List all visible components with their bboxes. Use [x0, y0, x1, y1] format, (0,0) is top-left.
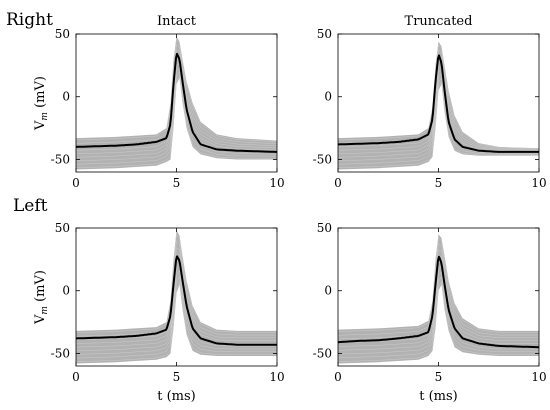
panel-4-xlabel: t (ms) — [419, 389, 458, 404]
panel-1-trace-line-7 — [75, 67, 277, 162]
panel-1-xtick-label-0: 0 — [72, 176, 80, 190]
panel-3-trace-line-9 — [75, 281, 277, 362]
panel-3-ytick-label-0: 0 — [62, 284, 70, 298]
panel-2-ytick-label-0: 0 — [324, 90, 332, 104]
panel-2-xtick-label-10: 10 — [531, 176, 546, 190]
panel-1-trace-band — [76, 36, 277, 170]
panel-3-ylabel: Vm (mV) — [33, 270, 50, 325]
panel-4-mean-line — [337, 255, 539, 349]
panel-1-xtick-label-5: 5 — [173, 176, 181, 190]
panel-3-ytick-label--50: -50 — [51, 346, 70, 360]
panel-4-ytick-label--50: -50 — [313, 346, 332, 360]
panel-4-trace-line-7 — [337, 271, 539, 355]
panel-2-trace-line-1 — [337, 43, 540, 149]
row-label-right: Right — [6, 10, 53, 30]
panel-4-xtick-label-0: 0 — [334, 370, 342, 384]
panel-3-xtick-label-5: 5 — [173, 370, 181, 384]
panel-1-trace-line-1 — [75, 38, 278, 142]
panel-2-ytick-label--50: -50 — [313, 152, 332, 166]
panel-4-trace-line-1 — [338, 236, 539, 333]
panel-2-trace-line-8 — [337, 77, 539, 165]
panel-2-ytick-label-50: 50 — [317, 27, 332, 41]
panel-2-xtick-label-0: 0 — [334, 176, 342, 190]
panel-1-title: Intact — [157, 14, 197, 29]
panel-4-ytick-label-50: 50 — [317, 221, 332, 235]
panel-3-xtick-label-0: 0 — [72, 370, 80, 384]
panel-3-trace-band — [76, 230, 277, 364]
panel-1-trace-line-8 — [75, 71, 277, 165]
panel-2 — [337, 33, 540, 173]
panel-2-trace-line-2 — [337, 49, 539, 150]
panel-2-trace-band — [338, 41, 539, 170]
panel-3-trace-line-3 — [76, 247, 277, 341]
panel-3-xtick-label-10: 10 — [269, 370, 284, 384]
panel-2-mean-line — [338, 54, 539, 153]
panel-3-trace-line-4 — [75, 254, 277, 344]
panel-4-xtick-label-10: 10 — [531, 370, 546, 384]
panel-3-trace-line-1 — [75, 233, 277, 333]
panel-4-trace-line-8 — [338, 275, 539, 359]
panel-1-ytick-label-50: 50 — [55, 27, 70, 41]
panel-2-title: Truncated — [405, 14, 473, 29]
panel-3-trace-line-7 — [76, 270, 277, 355]
panel-3-trace-line-2 — [76, 240, 277, 337]
row-label-left: Left — [13, 196, 48, 216]
panel-3-ytick-label-50: 50 — [55, 221, 70, 235]
panel-1 — [75, 33, 278, 173]
panel-1-trace-line-2 — [75, 43, 278, 145]
panel-1-trace-line-9 — [76, 75, 277, 168]
panel-4-xtick-label-5: 5 — [435, 370, 443, 384]
panel-1-xtick-label-10: 10 — [269, 176, 284, 190]
panel-4-trace-band — [338, 234, 539, 364]
panel-4-trace-line-3 — [338, 249, 539, 340]
panel-3 — [75, 227, 278, 367]
panel-2-xtick-label-5: 5 — [435, 176, 443, 190]
panel-4-trace-line-9 — [338, 281, 539, 362]
panel-3-xlabel: t (ms) — [157, 389, 196, 404]
panel-3-trace-line-8 — [75, 275, 277, 359]
panel-1-mean-line — [76, 52, 277, 153]
panel-4-trace-line-2 — [337, 243, 539, 336]
panel-1-ytick-label--50: -50 — [51, 152, 70, 166]
panel-2-trace-line-7 — [337, 73, 539, 162]
panel-3-trace-line-6 — [76, 264, 277, 352]
panel-4-ytick-label-0: 0 — [324, 284, 332, 298]
panel-3-mean-line — [76, 255, 277, 346]
panel-1-ylabel: Vm (mV) — [33, 76, 50, 131]
panel-4 — [337, 227, 540, 367]
panel-2-trace-line-9 — [338, 81, 539, 168]
panel-1-ytick-label-0: 0 — [62, 90, 70, 104]
